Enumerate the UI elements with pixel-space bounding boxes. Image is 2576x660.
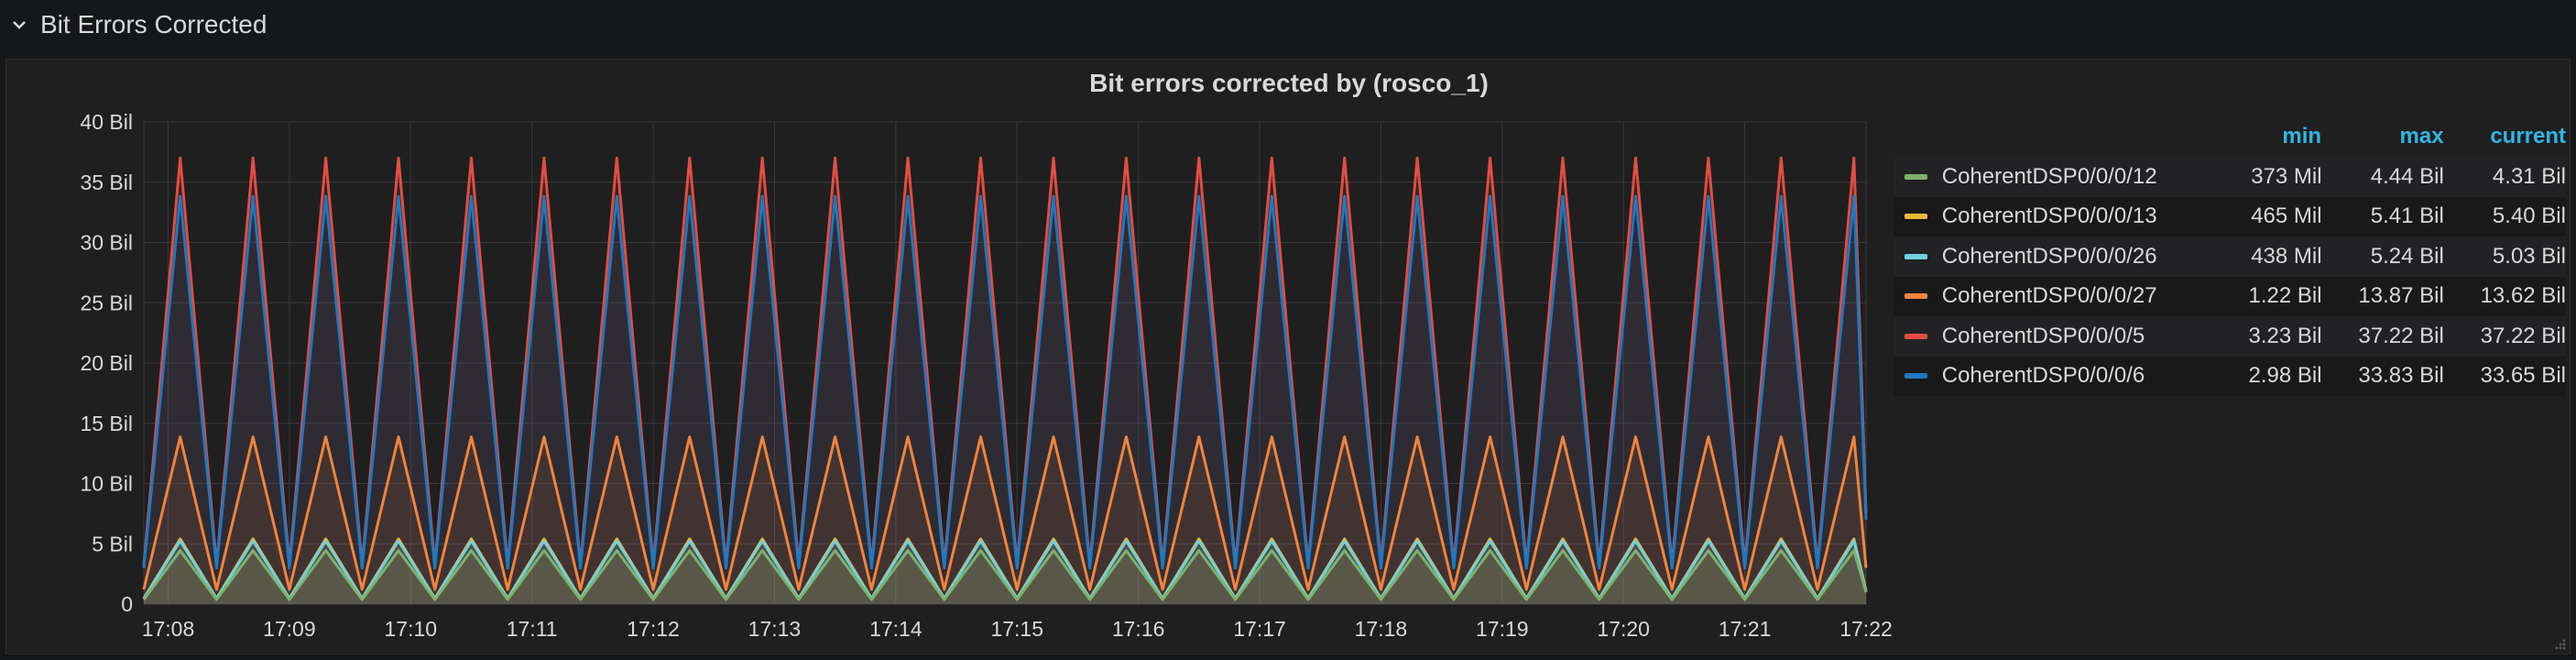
x-tick-label: 17:11 <box>507 617 558 641</box>
panel-title[interactable]: Bit errors corrected by (rosco_1) <box>1089 69 1489 97</box>
series-line[interactable] <box>142 435 1868 591</box>
legend-swatch[interactable] <box>1905 173 1927 180</box>
chart-plot[interactable]: 0 5 Bil 10 Bil 15 Bil 20 Bil 25 Bil 30 Bil 35 B… <box>6 60 1894 655</box>
y-tick-label: 10 Bil <box>80 472 133 496</box>
legend-swatch[interactable] <box>1905 373 1927 380</box>
legend-max-value: 13.87 Bil <box>2358 283 2444 309</box>
legend-min-value: 438 Mil <box>2251 243 2322 269</box>
legend-col-max[interactable]: max <box>2399 124 2444 148</box>
series-area <box>144 550 1866 604</box>
legend-max-value: 33.83 Bil <box>2358 363 2444 389</box>
legend: min max current CoherentDSP0/0/0/12 373 M… <box>1894 116 2566 396</box>
row-header[interactable]: Bit Errors Corrected <box>0 0 2576 50</box>
legend-current-value: 5.40 Bil <box>2492 204 2566 229</box>
legend-min-value: 373 Mil <box>2251 163 2322 189</box>
series-area <box>144 541 1866 604</box>
legend-series-name[interactable]: CoherentDSP0/0/0/5 <box>1941 323 2145 348</box>
series-area <box>144 436 1866 604</box>
legend-series-name[interactable]: CoherentDSP0/0/0/6 <box>1941 363 2145 389</box>
legend-current-value: 33.65 Bil <box>2480 363 2566 389</box>
resize-handle-icon[interactable] <box>2551 635 2566 650</box>
x-tick-label: 17:19 <box>1476 617 1529 641</box>
y-tick-label: 30 Bil <box>80 231 133 255</box>
legend-item[interactable]: CoherentDSP0/0/0/6 2.98 Bil 33.83 Bil 33.65… <box>1894 356 2566 396</box>
legend-min-value: 465 Mil <box>2251 204 2322 229</box>
x-tick-label: 17:21 <box>1719 617 1772 641</box>
y-tick-label: 15 Bil <box>80 412 133 435</box>
x-tick-label: 17:16 <box>1112 617 1165 641</box>
legend-header: min max current <box>1894 116 2566 157</box>
y-tick-label: 40 Bil <box>80 110 133 134</box>
legend-max-value: 5.41 Bil <box>2370 204 2444 229</box>
legend-item[interactable]: CoherentDSP0/0/0/13 465 Mil 5.41 Bil 5.40 B… <box>1894 196 2566 236</box>
legend-item[interactable]: CoherentDSP0/0/0/27 1.22 Bil 13.87 Bil 13.6… <box>1894 276 2566 316</box>
legend-item[interactable]: CoherentDSP0/0/0/5 3.23 Bil 37.22 Bil 37.22… <box>1894 316 2566 357</box>
x-tick-label: 17:17 <box>1233 617 1286 641</box>
legend-current-value: 5.03 Bil <box>2492 243 2566 269</box>
y-tick-label: 5 Bil <box>92 532 133 556</box>
legend-current-value: 13.62 Bil <box>2480 283 2566 309</box>
series-line[interactable] <box>142 194 1868 570</box>
legend-col-min[interactable]: min <box>2282 124 2322 148</box>
legend-swatch[interactable] <box>1905 214 1927 220</box>
chevron-down-icon[interactable] <box>11 16 27 33</box>
legend-max-value: 4.44 Bil <box>2370 163 2444 189</box>
x-tick-label: 17:09 <box>263 617 316 641</box>
legend-max-value: 37.22 Bil <box>2358 323 2444 348</box>
legend-item[interactable]: CoherentDSP0/0/0/26 438 Mil 5.24 Bil 5.03 B… <box>1894 236 2566 277</box>
graph-panel: Bit errors corrected by (rosco_1) 0 5 Bil… <box>5 59 2571 654</box>
legend-series-name[interactable]: CoherentDSP0/0/0/13 <box>1941 204 2157 229</box>
legend-series-name[interactable]: CoherentDSP0/0/0/27 <box>1941 283 2157 309</box>
legend-current-value: 37.22 Bil <box>2480 323 2566 348</box>
legend-current-value: 4.31 Bil <box>2492 163 2566 189</box>
series-line[interactable] <box>142 549 1868 601</box>
legend-min-value: 2.98 Bil <box>2248 363 2322 389</box>
x-tick-label: 17:18 <box>1355 617 1408 641</box>
x-tick-label: 17:12 <box>627 617 680 641</box>
legend-swatch[interactable] <box>1905 293 1927 300</box>
legend-series-name[interactable]: CoherentDSP0/0/0/26 <box>1941 243 2157 269</box>
y-tick-label: 0 <box>121 592 133 616</box>
legend-swatch[interactable] <box>1905 333 1927 339</box>
legend-min-value: 1.22 Bil <box>2248 283 2322 309</box>
x-tick-label: 17:10 <box>384 617 437 641</box>
legend-max-value: 5.24 Bil <box>2370 243 2444 269</box>
row-title: Bit Errors Corrected <box>40 10 267 38</box>
series-area <box>144 538 1866 604</box>
series-area <box>144 196 1866 604</box>
x-tick-label: 17:20 <box>1597 617 1650 641</box>
legend-min-value: 3.23 Bil <box>2248 323 2322 348</box>
legend-col-current[interactable]: current <box>2490 124 2566 148</box>
plot-area-border <box>143 121 1867 605</box>
x-tick-label: 17:13 <box>748 617 802 641</box>
legend-item[interactable]: CoherentDSP0/0/0/12 373 Mil 4.44 Bil 4.31 B… <box>1894 157 2566 197</box>
series-area <box>144 158 1866 604</box>
x-tick-label: 17:22 <box>1839 617 1893 641</box>
y-tick-label: 20 Bil <box>80 351 133 375</box>
x-tick-label: 17:14 <box>869 617 922 641</box>
x-tick-label: 17:15 <box>990 617 1043 641</box>
x-tick-label: 17:08 <box>142 617 195 641</box>
y-tick-label: 25 Bil <box>80 291 133 314</box>
legend-series-name[interactable]: CoherentDSP0/0/0/12 <box>1941 163 2157 189</box>
y-tick-label: 35 Bil <box>80 170 133 194</box>
legend-swatch[interactable] <box>1905 253 1927 259</box>
